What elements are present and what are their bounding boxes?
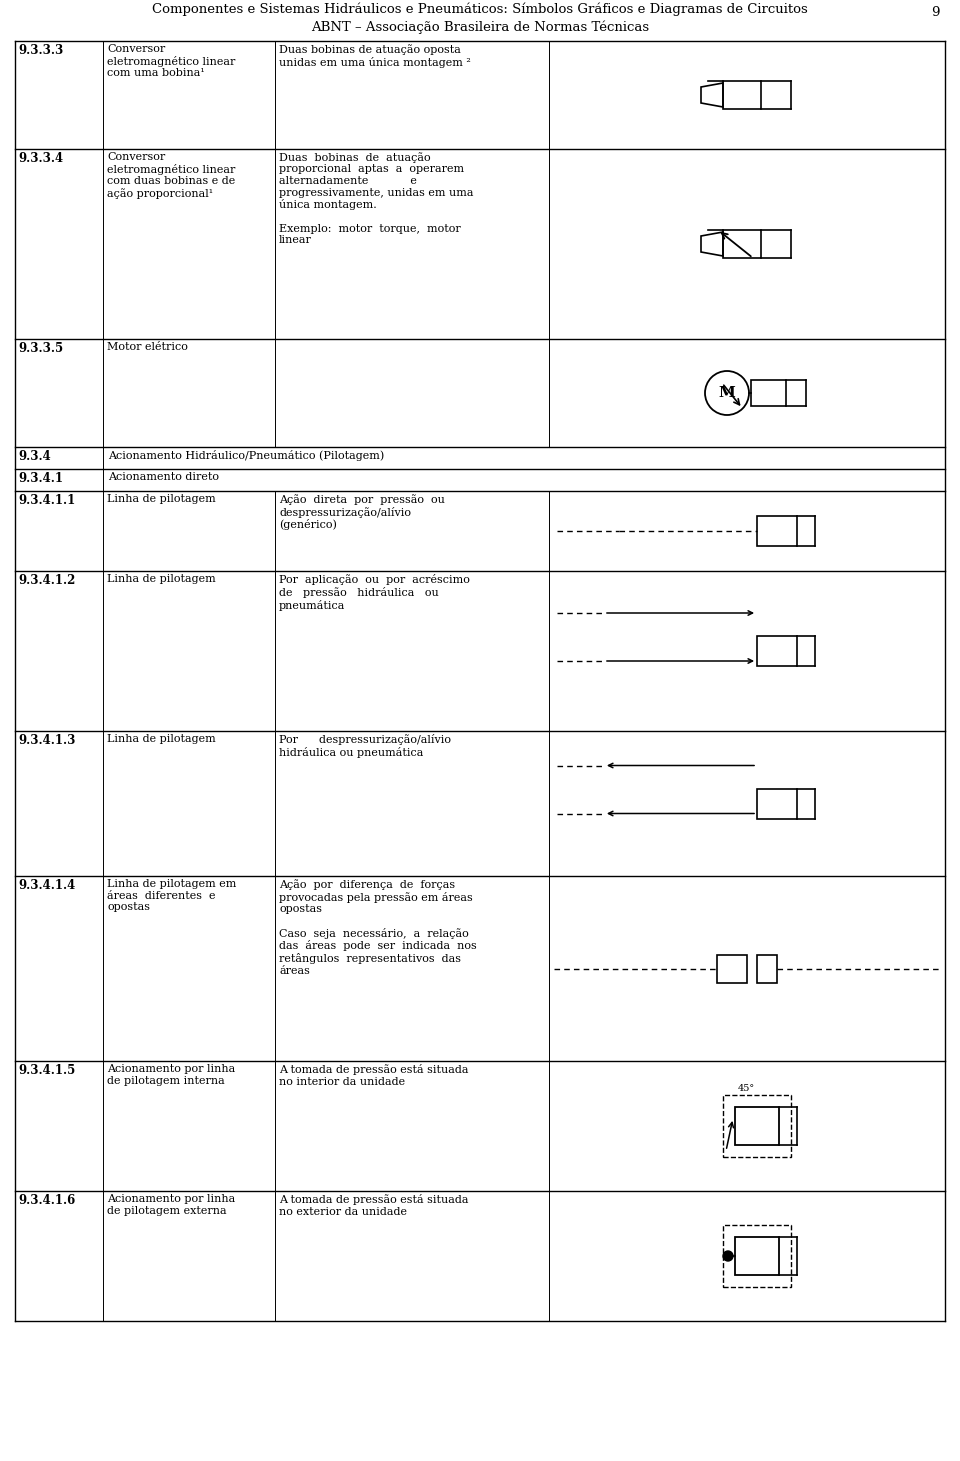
Text: Linha de pilotagem: Linha de pilotagem bbox=[107, 733, 216, 744]
Text: ABNT – Associação Brasileira de Normas Técnicas: ABNT – Associação Brasileira de Normas T… bbox=[311, 20, 649, 35]
Text: Acionamento por linha
de pilotagem interna: Acionamento por linha de pilotagem inter… bbox=[107, 1064, 235, 1086]
Bar bbox=[757, 789, 797, 818]
Text: A tomada de pressão está situada
no interior da unidade: A tomada de pressão está situada no inte… bbox=[279, 1064, 468, 1087]
Text: 9.3.4.1.5: 9.3.4.1.5 bbox=[18, 1064, 75, 1077]
Text: Conversor
eletromagnético linear
com duas bobinas e de
ação proporcional¹: Conversor eletromagnético linear com dua… bbox=[107, 152, 235, 199]
Text: 9.3.3.5: 9.3.3.5 bbox=[18, 342, 63, 355]
Circle shape bbox=[723, 1251, 733, 1261]
Text: 9.3.3.3: 9.3.3.3 bbox=[18, 44, 63, 57]
Text: Componentes e Sistemas Hidráulicos e Pneumáticos: Símbolos Gráficos e Diagramas : Componentes e Sistemas Hidráulicos e Pne… bbox=[152, 3, 808, 16]
Text: 9.3.3.4: 9.3.3.4 bbox=[18, 152, 63, 165]
Text: Acionamento Hidráulico/Pneumático (Pilotagem): Acionamento Hidráulico/Pneumático (Pilot… bbox=[108, 450, 384, 462]
Text: Por      despressurização/alívio
hidráulica ou pneumática: Por despressurização/alívio hidráulica o… bbox=[279, 733, 451, 758]
Text: Conversor
eletromagnético linear
com uma bobina¹: Conversor eletromagnético linear com uma… bbox=[107, 44, 235, 79]
Bar bbox=[757, 516, 797, 546]
Bar bbox=[757, 954, 777, 982]
Text: Linha de pilotagem em
áreas  diferentes  e
opostas: Linha de pilotagem em áreas diferentes e… bbox=[107, 880, 236, 912]
Bar bbox=[723, 1224, 791, 1287]
Text: Acionamento direto: Acionamento direto bbox=[108, 472, 219, 482]
Text: Por  aplicação  ou  por  acréscimo
de   pressão   hidráulica   ou
pneumática: Por aplicação ou por acréscimo de pressã… bbox=[279, 574, 469, 611]
Text: A tomada de pressão está situada
no exterior da unidade: A tomada de pressão está situada no exte… bbox=[279, 1194, 468, 1217]
Bar bbox=[723, 80, 761, 110]
Text: 9.3.4: 9.3.4 bbox=[18, 450, 51, 463]
Text: 45°: 45° bbox=[738, 1084, 756, 1093]
Text: Duas  bobinas  de  atuação
proporcional  aptas  a  operarem
alternadamente      : Duas bobinas de atuação proporcional apt… bbox=[279, 152, 473, 245]
Bar bbox=[735, 1107, 779, 1145]
Text: 9: 9 bbox=[931, 6, 940, 19]
Bar bbox=[757, 636, 797, 666]
Text: Motor elétrico: Motor elétrico bbox=[107, 342, 188, 352]
Bar bbox=[723, 229, 761, 259]
Text: 9.3.4.1.6: 9.3.4.1.6 bbox=[18, 1194, 75, 1207]
Text: 9.3.4.1: 9.3.4.1 bbox=[18, 472, 63, 485]
Text: 9.3.4.1.4: 9.3.4.1.4 bbox=[18, 880, 75, 893]
Bar bbox=[751, 380, 786, 406]
Bar bbox=[717, 954, 747, 982]
Text: Ação  direta  por  pressão  ou
despressurização/alívio
(genérico): Ação direta por pressão ou despressuriza… bbox=[279, 494, 444, 530]
Text: Acionamento por linha
de pilotagem externa: Acionamento por linha de pilotagem exter… bbox=[107, 1194, 235, 1216]
Bar bbox=[723, 1094, 791, 1157]
Text: 9.3.4.1.1: 9.3.4.1.1 bbox=[18, 494, 75, 507]
Text: Linha de pilotagem: Linha de pilotagem bbox=[107, 494, 216, 504]
Text: Linha de pilotagem: Linha de pilotagem bbox=[107, 574, 216, 584]
Bar bbox=[735, 1237, 779, 1275]
Text: 9.3.4.1.2: 9.3.4.1.2 bbox=[18, 574, 76, 587]
Text: M: M bbox=[719, 386, 735, 400]
Text: Duas bobinas de atuação oposta
unidas em uma única montagem ²: Duas bobinas de atuação oposta unidas em… bbox=[279, 44, 470, 67]
Text: Ação  por  diferença  de  forças
provocadas pela pressão em áreas
opostas

Caso : Ação por diferença de forças provocadas … bbox=[279, 880, 477, 976]
Text: 9.3.4.1.3: 9.3.4.1.3 bbox=[18, 733, 76, 747]
